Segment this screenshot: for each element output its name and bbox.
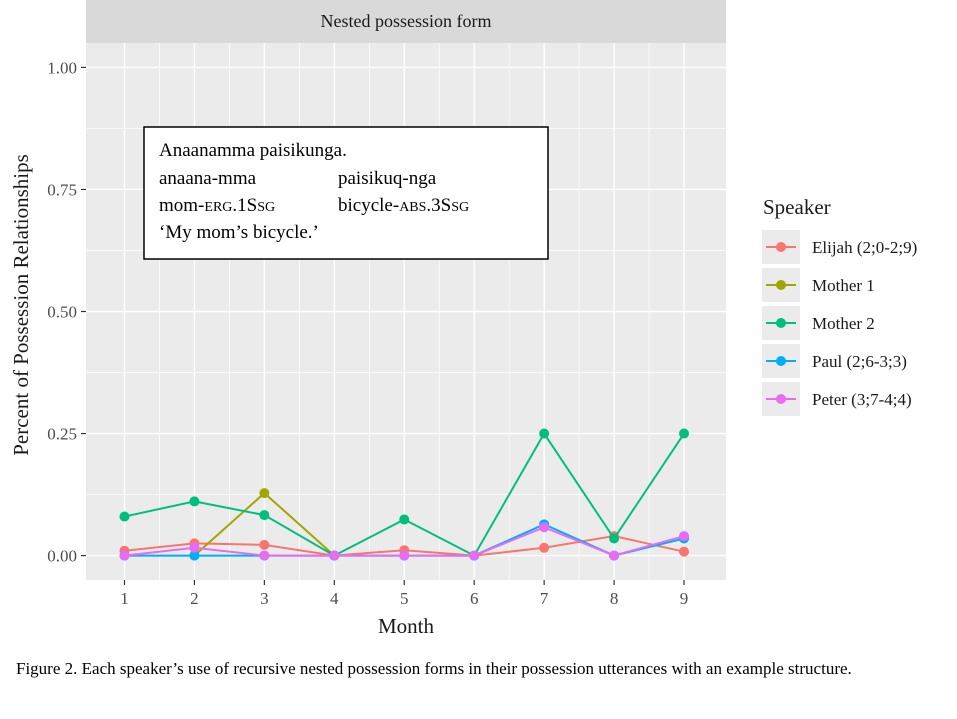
x-tick-label: 9 xyxy=(680,589,689,608)
data-point xyxy=(539,522,550,533)
legend-item: Elijah (2;0-2;9) xyxy=(762,230,917,264)
y-tick-label: 1.00 xyxy=(47,58,77,77)
x-tick-label: 1 xyxy=(120,589,129,608)
series-layer xyxy=(119,428,690,561)
data-point xyxy=(679,531,690,542)
legend-label: Mother 2 xyxy=(812,314,875,333)
y-axis-title: Percent of Possession Relationships xyxy=(9,154,33,456)
data-point xyxy=(609,550,620,561)
data-point xyxy=(259,539,270,550)
data-point xyxy=(399,514,410,525)
data-point xyxy=(399,550,410,561)
x-tick-label: 7 xyxy=(540,589,549,608)
legend-key-point xyxy=(776,242,786,252)
legend-label: Paul (2;6-3;3) xyxy=(812,352,907,371)
legend-key-point xyxy=(776,318,786,328)
annotation-gloss-a: anaana-mma xyxy=(159,168,257,189)
example-annotation: Anaanamma paisikunga. anaana-mma paisiku… xyxy=(143,126,549,260)
x-tick-label: 8 xyxy=(610,589,619,608)
x-axis: 1 2 3 4 5 6 7 8 9 xyxy=(120,580,688,608)
data-point xyxy=(259,550,270,561)
data-point xyxy=(329,550,340,561)
legend-key-point xyxy=(776,356,786,366)
facet-title: Nested possession form xyxy=(321,11,492,31)
data-point xyxy=(259,488,270,499)
annotation-morph-a: mom-ERG.1SSG xyxy=(159,195,275,216)
legend-items: Elijah (2;0-2;9) Mother 1 Mother 2 Paul (2;… xyxy=(762,230,917,416)
legend-label: Peter (3;7-4;4) xyxy=(812,390,912,409)
legend-title: Speaker xyxy=(763,195,831,219)
x-tick-label: 5 xyxy=(400,589,409,608)
data-point xyxy=(539,542,550,553)
data-point xyxy=(189,542,200,553)
data-point xyxy=(189,496,200,507)
figure-caption: Figure 2. Each speaker’s use of recursiv… xyxy=(16,659,852,678)
legend-key-point xyxy=(776,280,786,290)
annotation-gloss-b: paisikuq-nga xyxy=(338,168,437,189)
data-point xyxy=(469,550,480,561)
annotation-morph-b: bicycle-ABS.3SSG xyxy=(338,195,469,216)
data-point xyxy=(189,550,200,561)
legend-item: Paul (2;6-3;3) xyxy=(762,344,907,378)
data-point xyxy=(679,546,690,557)
annotation-line1: Anaanamma paisikunga. xyxy=(159,140,347,161)
data-point xyxy=(119,511,130,522)
annotation-box xyxy=(143,126,549,260)
series-4 xyxy=(119,522,690,561)
x-tick-label: 3 xyxy=(260,589,269,608)
legend-item: Mother 2 xyxy=(762,306,875,340)
y-tick-label: 0.00 xyxy=(47,547,77,566)
x-tick-label: 6 xyxy=(470,589,479,608)
legend-key-point xyxy=(776,394,786,404)
legend-label: Elijah (2;0-2;9) xyxy=(812,238,917,257)
legend: Speaker Elijah (2;0-2;9) Mother 1 Mother 2… xyxy=(762,195,917,416)
facet-strip xyxy=(86,0,726,43)
data-point xyxy=(119,550,130,561)
legend-label: Mother 1 xyxy=(812,276,875,295)
legend-item: Mother 1 xyxy=(762,268,875,302)
legend-item: Peter (3;7-4;4) xyxy=(762,382,912,416)
data-point xyxy=(259,510,270,521)
x-axis-title: Month xyxy=(378,614,435,638)
x-tick-label: 4 xyxy=(330,589,339,608)
data-point xyxy=(679,428,690,439)
y-axis: 0.00 0.25 0.50 0.75 1.00 xyxy=(47,58,86,566)
y-tick-label: 0.50 xyxy=(47,303,77,322)
annotation-translation: ‘My mom’s bicycle.’ xyxy=(159,222,319,243)
y-tick-label: 0.75 xyxy=(47,180,77,199)
data-point xyxy=(539,428,550,439)
data-point xyxy=(609,533,620,544)
x-tick-label: 2 xyxy=(190,589,199,608)
y-tick-label: 0.25 xyxy=(47,425,77,444)
